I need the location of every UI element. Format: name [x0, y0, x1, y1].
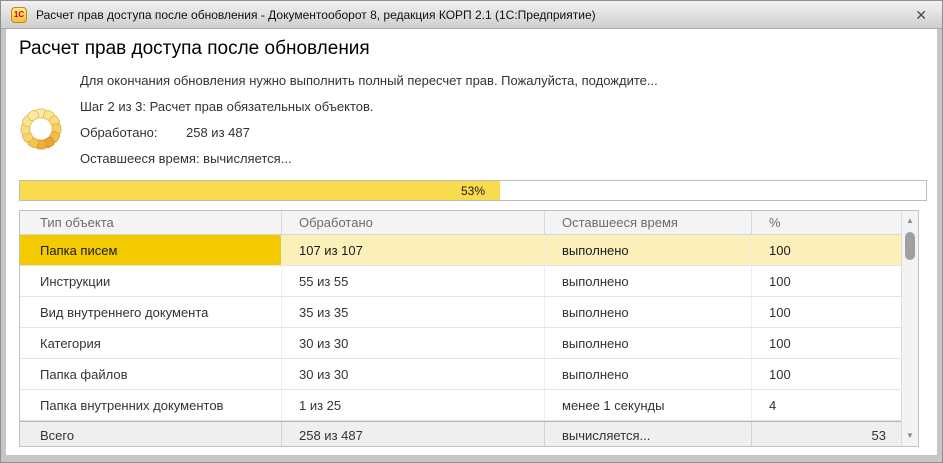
- col-header-percent[interactable]: %: [769, 215, 781, 230]
- cell-remaining: выполнено: [545, 235, 752, 265]
- busy-spinner-icon: [20, 108, 62, 150]
- object-types-table: Тип объекта Обработано Оставшееся время …: [19, 210, 919, 447]
- footer-type: Всего: [20, 422, 282, 446]
- progress-bar: 53%: [19, 180, 927, 201]
- table-footer-row: Всего 258 из 487 вычисляется... 53: [20, 421, 901, 446]
- processed-value: 258 из 487: [186, 125, 250, 140]
- col-header-processed[interactable]: Обработано: [282, 211, 545, 234]
- footer-percent: 53: [871, 428, 886, 443]
- col-header-remaining[interactable]: Оставшееся время: [545, 211, 752, 234]
- col-header-type[interactable]: Тип объекта: [20, 211, 282, 234]
- cell-processed: 107 из 107: [282, 235, 545, 265]
- cell-type: Папка писем: [20, 235, 282, 265]
- cell-processed: 30 из 30: [282, 359, 545, 389]
- scrollbar-thumb[interactable]: [905, 232, 915, 260]
- cell-percent: 100: [769, 336, 791, 351]
- cell-processed: 35 из 35: [282, 297, 545, 327]
- status-message: Для окончания обновления нужно выполнить…: [80, 73, 658, 88]
- table-row[interactable]: Вид внутреннего документа 35 из 35 выпол…: [20, 297, 901, 328]
- scroll-down-icon[interactable]: ▼: [906, 431, 914, 440]
- table-row[interactable]: Категория 30 из 30 выполнено 100: [20, 328, 901, 359]
- table-row[interactable]: Папка файлов 30 из 30 выполнено 100: [20, 359, 901, 390]
- title-bar[interactable]: 1С Расчет прав доступа после обновления …: [1, 1, 942, 29]
- status-remaining: Оставшееся время: вычисляется...: [80, 151, 292, 166]
- page-title: Расчет прав доступа после обновления: [19, 38, 370, 59]
- cell-remaining: менее 1 секунды: [545, 390, 752, 420]
- cell-type: Вид внутреннего документа: [20, 297, 282, 327]
- cell-type: Категория: [20, 328, 282, 358]
- cell-type: Папка файлов: [20, 359, 282, 389]
- table-header-row: Тип объекта Обработано Оставшееся время …: [20, 211, 901, 235]
- cell-percent: 100: [769, 305, 791, 320]
- 1c-app-icon: 1С: [11, 6, 27, 23]
- cell-type: Инструкции: [20, 266, 282, 296]
- vertical-scrollbar[interactable]: ▲ ▼: [901, 211, 918, 446]
- close-icon[interactable]: ✕: [915, 6, 927, 23]
- status-block: Для окончания обновления нужно выполнить…: [19, 70, 932, 174]
- processed-label: Обработано:: [80, 125, 158, 140]
- cell-percent: 4: [769, 398, 777, 413]
- cell-percent: 100: [769, 274, 791, 289]
- cell-remaining: выполнено: [545, 297, 752, 327]
- scroll-up-icon[interactable]: ▲: [906, 216, 914, 225]
- cell-percent: 100: [769, 367, 791, 382]
- window-content: Расчет прав доступа после обновления: [1, 29, 942, 462]
- progress-fill: [20, 181, 501, 200]
- table-row[interactable]: Инструкции 55 из 55 выполнено 100: [20, 266, 901, 297]
- cell-remaining: выполнено: [545, 266, 752, 296]
- cell-processed: 30 из 30: [282, 328, 545, 358]
- status-processed: Обработано: 258 из 487: [80, 122, 932, 148]
- progress-percent-label: 53%: [460, 183, 486, 198]
- cell-type: Папка внутренних документов: [20, 390, 282, 420]
- status-step: Шаг 2 из 3: Расчет прав обязательных объ…: [80, 99, 374, 114]
- window-title: Расчет прав доступа после обновления - Д…: [36, 7, 596, 22]
- cell-processed: 55 из 55: [282, 266, 545, 296]
- table-row[interactable]: Папка внутренних документов 1 из 25 мене…: [20, 390, 901, 421]
- footer-remaining: вычисляется...: [545, 422, 752, 446]
- spinner-box: [19, 70, 80, 174]
- cell-remaining: выполнено: [545, 328, 752, 358]
- status-lines: Для окончания обновления нужно выполнить…: [80, 70, 932, 174]
- cell-remaining: выполнено: [545, 359, 752, 389]
- table-row-selected[interactable]: Папка писем 107 из 107 выполнено 100: [20, 235, 901, 266]
- footer-processed: 258 из 487: [282, 422, 545, 446]
- cell-processed: 1 из 25: [282, 390, 545, 420]
- cell-percent: 100: [752, 235, 901, 265]
